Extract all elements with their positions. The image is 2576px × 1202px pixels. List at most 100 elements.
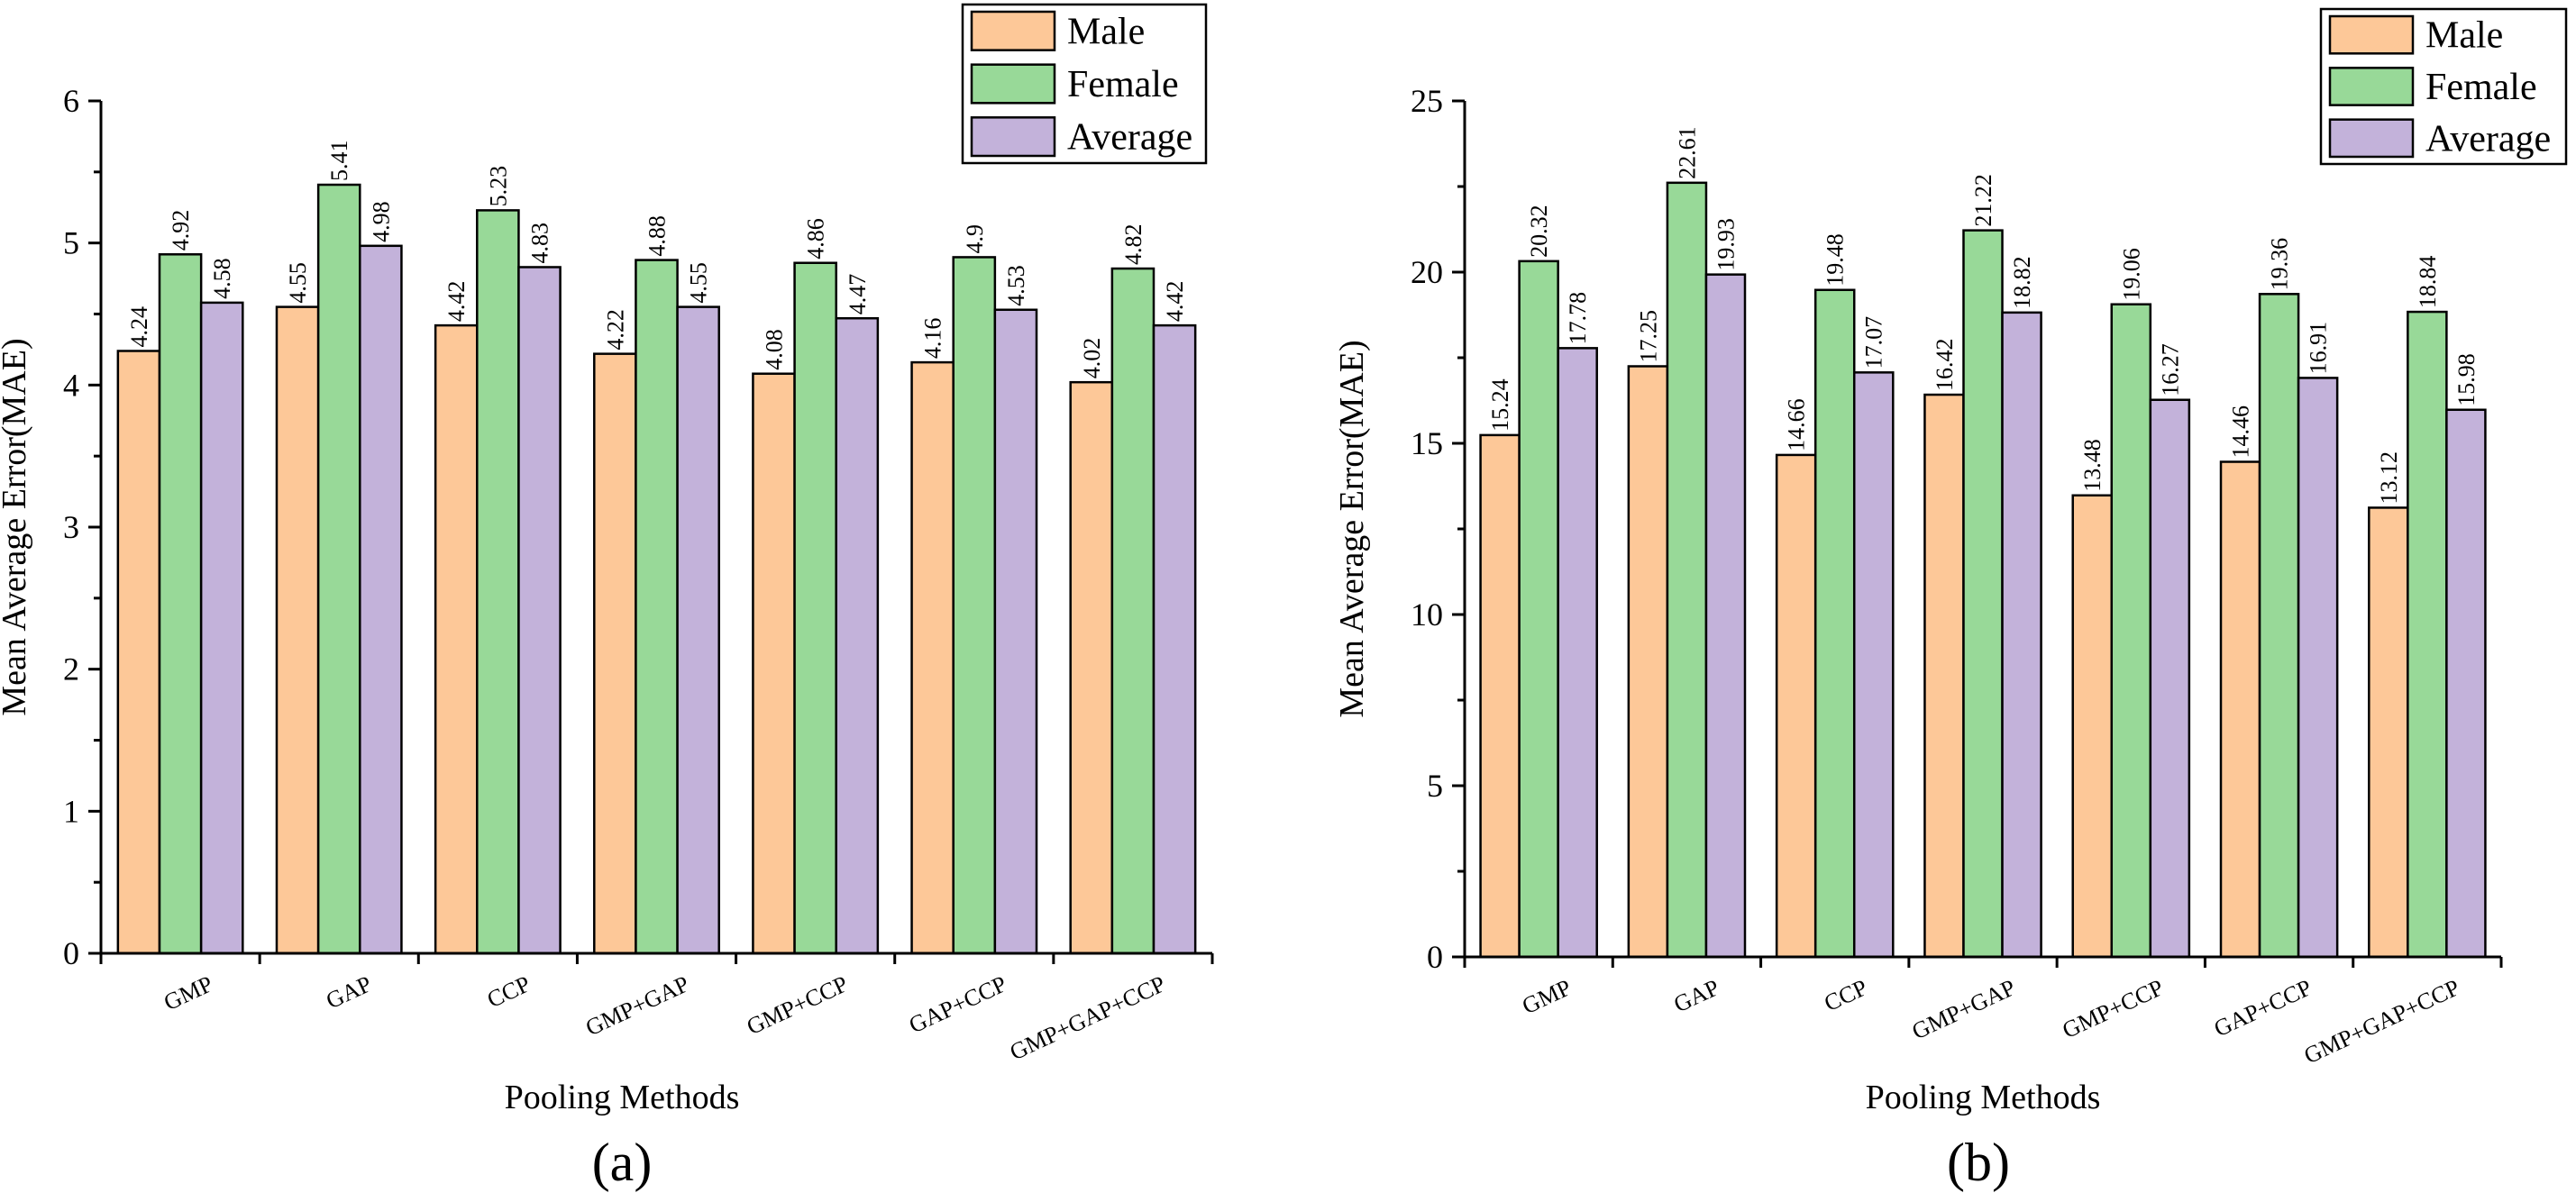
x-tick-label: GMP+GAP: [1908, 974, 2020, 1044]
data-label: 4.42: [1162, 281, 1188, 323]
data-label: 4.88: [644, 215, 671, 257]
data-label: 4.55: [686, 262, 712, 304]
x-tick-label: CCP: [483, 970, 534, 1013]
data-label: 4.83: [527, 223, 553, 264]
bar-female-ccp: [476, 209, 520, 955]
bar-male-gmp-gap-ccp: [1069, 380, 1114, 955]
data-label: 15.98: [2453, 353, 2480, 406]
y-tick-label: 5: [1427, 768, 1443, 804]
data-label: 22.61: [1674, 126, 1700, 179]
bar-male-ccp: [1775, 453, 1817, 959]
data-label: 19.48: [1822, 233, 1849, 287]
y-tick-label: 5: [63, 225, 79, 261]
bar-male-gmp-gap: [593, 352, 637, 955]
bar-female-gmp-gap-ccp: [2407, 310, 2448, 959]
data-label: 4.92: [168, 210, 194, 251]
data-label: 13.12: [2376, 451, 2402, 505]
legend-swatch-average: [970, 116, 1056, 158]
x-tick-label: GMP+GAP: [581, 970, 693, 1041]
bar-male-gmp-gap-ccp: [2368, 506, 2409, 959]
bar-female-ccp: [1813, 288, 1856, 959]
data-label: 18.84: [2415, 256, 2441, 309]
y-axis-title: Mean Average Error(MAE): [1333, 340, 1371, 717]
data-label: 14.66: [1784, 398, 1810, 451]
bar-female-gap: [316, 183, 361, 955]
bar-male-ccp: [434, 323, 479, 955]
bar-male-gap-ccp: [910, 360, 955, 955]
data-label: 16.91: [2306, 322, 2332, 375]
legend-swatch-male: [970, 10, 1056, 51]
y-tick-label: 3: [63, 509, 79, 545]
y-tick-label: 25: [1411, 83, 1443, 119]
bar-female-gmp-ccp: [2110, 303, 2152, 959]
y-tick-label: 1: [63, 793, 79, 829]
bar-average-ccp: [1852, 371, 1895, 959]
x-tick-label: GAP+CCP: [905, 970, 1010, 1038]
bar-average-gmp-gap-ccp: [1152, 323, 1197, 955]
bar-female-gap: [1666, 181, 1708, 959]
bar-average-ccp: [517, 266, 562, 955]
bar-female-gmp: [158, 253, 203, 955]
bar-female-gmp-gap: [1962, 229, 2004, 959]
y-tick-label: 4: [63, 367, 79, 403]
bar-male-gmp-gap: [1923, 393, 1965, 959]
data-label: 4.47: [845, 274, 871, 315]
bar-average-gmp: [1557, 347, 1598, 959]
data-label: 14.46: [2228, 405, 2254, 459]
x-tick-label: CCP: [1820, 974, 1871, 1016]
x-tick-label: GAP: [1670, 974, 1723, 1017]
y-tick-label: 6: [63, 83, 79, 119]
x-axis-title: Pooling Methods: [1866, 1079, 2101, 1116]
bar-average-gmp-gap: [2001, 311, 2042, 959]
bar-female-gmp: [1518, 260, 1559, 959]
bar-male-gmp: [116, 350, 161, 955]
data-label: 13.48: [2079, 439, 2106, 492]
data-label: 18.82: [2009, 256, 2035, 309]
data-label: 4.22: [602, 309, 628, 351]
legend: Male Female Average: [2319, 7, 2568, 166]
data-label: 4.08: [761, 329, 787, 370]
y-axis-title: Mean Average Error(MAE): [0, 338, 33, 715]
data-label: 15.24: [1487, 378, 1513, 432]
y-tick-label: 0: [1427, 939, 1443, 975]
x-tick-label: GAP: [322, 970, 375, 1014]
data-label: 19.36: [2267, 238, 2293, 291]
bar-average-gap: [359, 244, 403, 955]
legend-label-female: Female: [1067, 64, 1179, 105]
x-tick-label: GMP: [1518, 974, 1575, 1019]
y-tick-label: 20: [1411, 254, 1443, 290]
data-label: 4.42: [443, 281, 470, 323]
data-label: 4.53: [1003, 265, 1029, 306]
x-tick-label: GMP+GAP+CCP: [1006, 970, 1170, 1065]
bar-male-gap: [275, 305, 320, 955]
legend: Male Female Average: [961, 3, 1208, 165]
bar-average-gmp-ccp: [835, 316, 880, 955]
x-tick-label: GMP: [160, 970, 216, 1015]
bar-average-gmp-gap-ccp: [2445, 408, 2487, 959]
data-label: 5.41: [326, 141, 352, 182]
data-label: 17.78: [1565, 292, 1591, 345]
data-label: 4.02: [1079, 338, 1105, 379]
data-label: 4.55: [285, 262, 311, 304]
data-label: 17.25: [1635, 310, 1661, 363]
legend-swatch-male: [2328, 14, 2415, 55]
y-tick-label: 10: [1411, 596, 1443, 633]
data-label: 16.27: [2157, 343, 2183, 396]
chart-panel-b: 15.24 17.25 14.66 16.42 13.48 14.46 13.12 20.32…: [1333, 7, 2568, 1192]
bar-female-gmp-gap-ccp: [1110, 267, 1156, 955]
y-tick-label: 2: [63, 651, 79, 688]
bar-average-gap-ccp: [2297, 377, 2339, 959]
data-label: 19.06: [2118, 248, 2144, 301]
data-label: 4.9: [962, 224, 988, 254]
data-label: 5.23: [485, 166, 511, 207]
legend-swatch-female: [970, 63, 1056, 105]
data-label: 4.24: [126, 306, 152, 348]
bar-male-gmp-ccp: [2071, 494, 2114, 959]
y-tick-label: 0: [63, 935, 79, 971]
data-label: 4.86: [803, 218, 829, 260]
legend-label-female: Female: [2425, 67, 2537, 108]
data-label: 20.32: [1526, 205, 1552, 258]
data-label: 4.58: [209, 258, 235, 299]
bar-average-gmp-ccp: [2149, 398, 2191, 959]
